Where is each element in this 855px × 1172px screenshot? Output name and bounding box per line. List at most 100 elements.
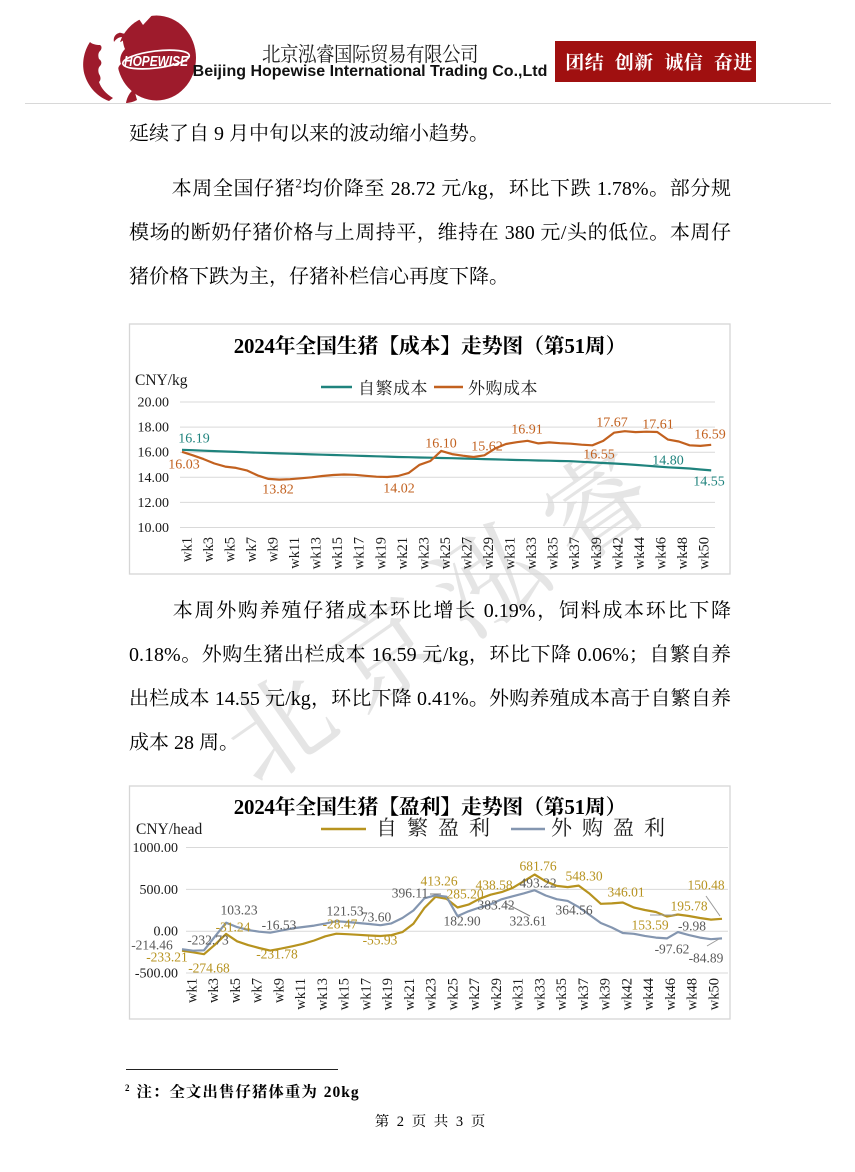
svg-text:wk1: wk1 (179, 537, 195, 562)
svg-text:16.55: 16.55 (583, 448, 615, 463)
svg-text:-28.47: -28.47 (323, 917, 358, 932)
svg-text:wk46: wk46 (663, 978, 679, 1010)
svg-text:wk15: wk15 (337, 978, 353, 1010)
svg-text:73.60: 73.60 (361, 910, 392, 925)
svg-text:wk17: wk17 (358, 978, 374, 1010)
svg-text:17.61: 17.61 (642, 418, 674, 433)
svg-text:wk25: wk25 (445, 978, 461, 1010)
svg-text:wk17: wk17 (352, 537, 368, 569)
svg-text:wk21: wk21 (402, 978, 418, 1010)
svg-text:wk15: wk15 (330, 537, 346, 569)
svg-text:681.76: 681.76 (519, 859, 556, 874)
svg-text:wk19: wk19 (380, 978, 396, 1010)
svg-text:HOPEWISE: HOPEWISE (124, 54, 189, 70)
svg-text:wk31: wk31 (503, 537, 519, 569)
svg-text:1000.00: 1000.00 (133, 841, 179, 856)
svg-text:wk9: wk9 (266, 537, 282, 562)
svg-text:17.67: 17.67 (596, 416, 628, 431)
svg-text:wk50: wk50 (706, 978, 722, 1010)
svg-text:0.00: 0.00 (154, 925, 179, 940)
svg-text:wk13: wk13 (315, 978, 331, 1010)
svg-text:wk39: wk39 (598, 978, 614, 1010)
svg-text:wk48: wk48 (675, 537, 691, 569)
svg-text:wk25: wk25 (438, 537, 454, 569)
svg-text:wk1: wk1 (184, 978, 200, 1003)
svg-text:wk31: wk31 (511, 978, 527, 1010)
svg-text:285.20: 285.20 (446, 887, 483, 902)
svg-text:10.00: 10.00 (138, 521, 170, 536)
svg-text:150.48: 150.48 (687, 878, 724, 893)
svg-text:-55.93: -55.93 (363, 933, 398, 948)
svg-text:wk42: wk42 (610, 537, 626, 569)
svg-text:153.59: 153.59 (631, 918, 668, 933)
svg-text:wk35: wk35 (554, 978, 570, 1010)
svg-text:-500.00: -500.00 (135, 967, 178, 982)
svg-text:wk7: wk7 (244, 537, 260, 562)
svg-text:16.91: 16.91 (511, 423, 543, 438)
svg-text:121.53: 121.53 (326, 904, 363, 919)
svg-text:16.10: 16.10 (425, 437, 457, 452)
svg-text:323.61: 323.61 (509, 914, 546, 929)
svg-text:wk33: wk33 (532, 978, 548, 1010)
svg-text:wk44: wk44 (632, 536, 648, 569)
svg-text:13.82: 13.82 (262, 483, 294, 498)
svg-text:383.42: 383.42 (477, 898, 514, 913)
svg-text:493.22: 493.22 (519, 876, 556, 891)
svg-text:346.01: 346.01 (607, 885, 644, 900)
svg-text:wk3: wk3 (206, 978, 222, 1003)
svg-text:wk50: wk50 (697, 537, 713, 569)
svg-text:14.55: 14.55 (693, 475, 725, 490)
svg-text:wk7: wk7 (250, 978, 266, 1003)
svg-text:-16.53: -16.53 (262, 918, 297, 933)
svg-text:wk27: wk27 (460, 537, 476, 569)
svg-text:wk46: wk46 (653, 537, 669, 569)
svg-text:438.58: 438.58 (475, 878, 512, 893)
svg-text:396.11: 396.11 (392, 886, 429, 901)
svg-text:195.78: 195.78 (670, 899, 707, 914)
svg-text:16.03: 16.03 (168, 458, 200, 473)
svg-text:-31.24: -31.24 (216, 920, 251, 935)
svg-text:wk29: wk29 (481, 537, 497, 569)
svg-text:-233.21: -233.21 (146, 950, 188, 965)
svg-text:wk39: wk39 (589, 537, 605, 569)
svg-text:wk35: wk35 (546, 537, 562, 569)
svg-text:-214.46: -214.46 (131, 938, 173, 953)
svg-text:12.00: 12.00 (138, 496, 170, 511)
svg-text:18.00: 18.00 (138, 421, 170, 436)
svg-text:182.90: 182.90 (443, 914, 480, 929)
svg-text:16.00: 16.00 (138, 446, 170, 461)
svg-text:14.02: 14.02 (383, 482, 415, 497)
svg-text:548.30: 548.30 (565, 869, 602, 884)
svg-text:-274.68: -274.68 (188, 961, 230, 976)
svg-text:wk19: wk19 (373, 537, 389, 569)
svg-text:wk3: wk3 (201, 537, 217, 562)
svg-text:-232.73: -232.73 (187, 933, 229, 948)
svg-text:15.62: 15.62 (471, 440, 503, 455)
svg-text:14.00: 14.00 (138, 471, 170, 486)
svg-text:wk48: wk48 (685, 978, 701, 1010)
svg-text:wk42: wk42 (619, 978, 635, 1010)
svg-text:16.19: 16.19 (178, 432, 210, 447)
svg-text:-9.98: -9.98 (678, 919, 706, 934)
svg-text:-231.78: -231.78 (256, 947, 298, 962)
svg-text:wk23: wk23 (416, 537, 432, 569)
svg-text:-97.62: -97.62 (655, 942, 690, 957)
svg-text:20.00: 20.00 (138, 396, 170, 411)
svg-text:wk29: wk29 (489, 978, 505, 1010)
svg-text:wk5: wk5 (228, 978, 244, 1003)
svg-text:wk27: wk27 (467, 978, 483, 1010)
svg-text:wk44: wk44 (641, 977, 657, 1010)
svg-text:wk5: wk5 (222, 537, 238, 562)
svg-text:16.59: 16.59 (694, 428, 726, 443)
svg-text:14.80: 14.80 (652, 454, 684, 469)
svg-text:wk11: wk11 (287, 537, 303, 569)
svg-text:-84.89: -84.89 (689, 951, 724, 966)
svg-text:364.56: 364.56 (555, 903, 592, 918)
svg-text:413.26: 413.26 (420, 874, 457, 889)
svg-text:wk9: wk9 (271, 978, 287, 1003)
svg-text:wk13: wk13 (309, 537, 325, 569)
svg-text:wk23: wk23 (424, 978, 440, 1010)
svg-text:500.00: 500.00 (140, 883, 179, 898)
svg-text:103.23: 103.23 (220, 903, 257, 918)
svg-text:wk37: wk37 (576, 978, 592, 1010)
